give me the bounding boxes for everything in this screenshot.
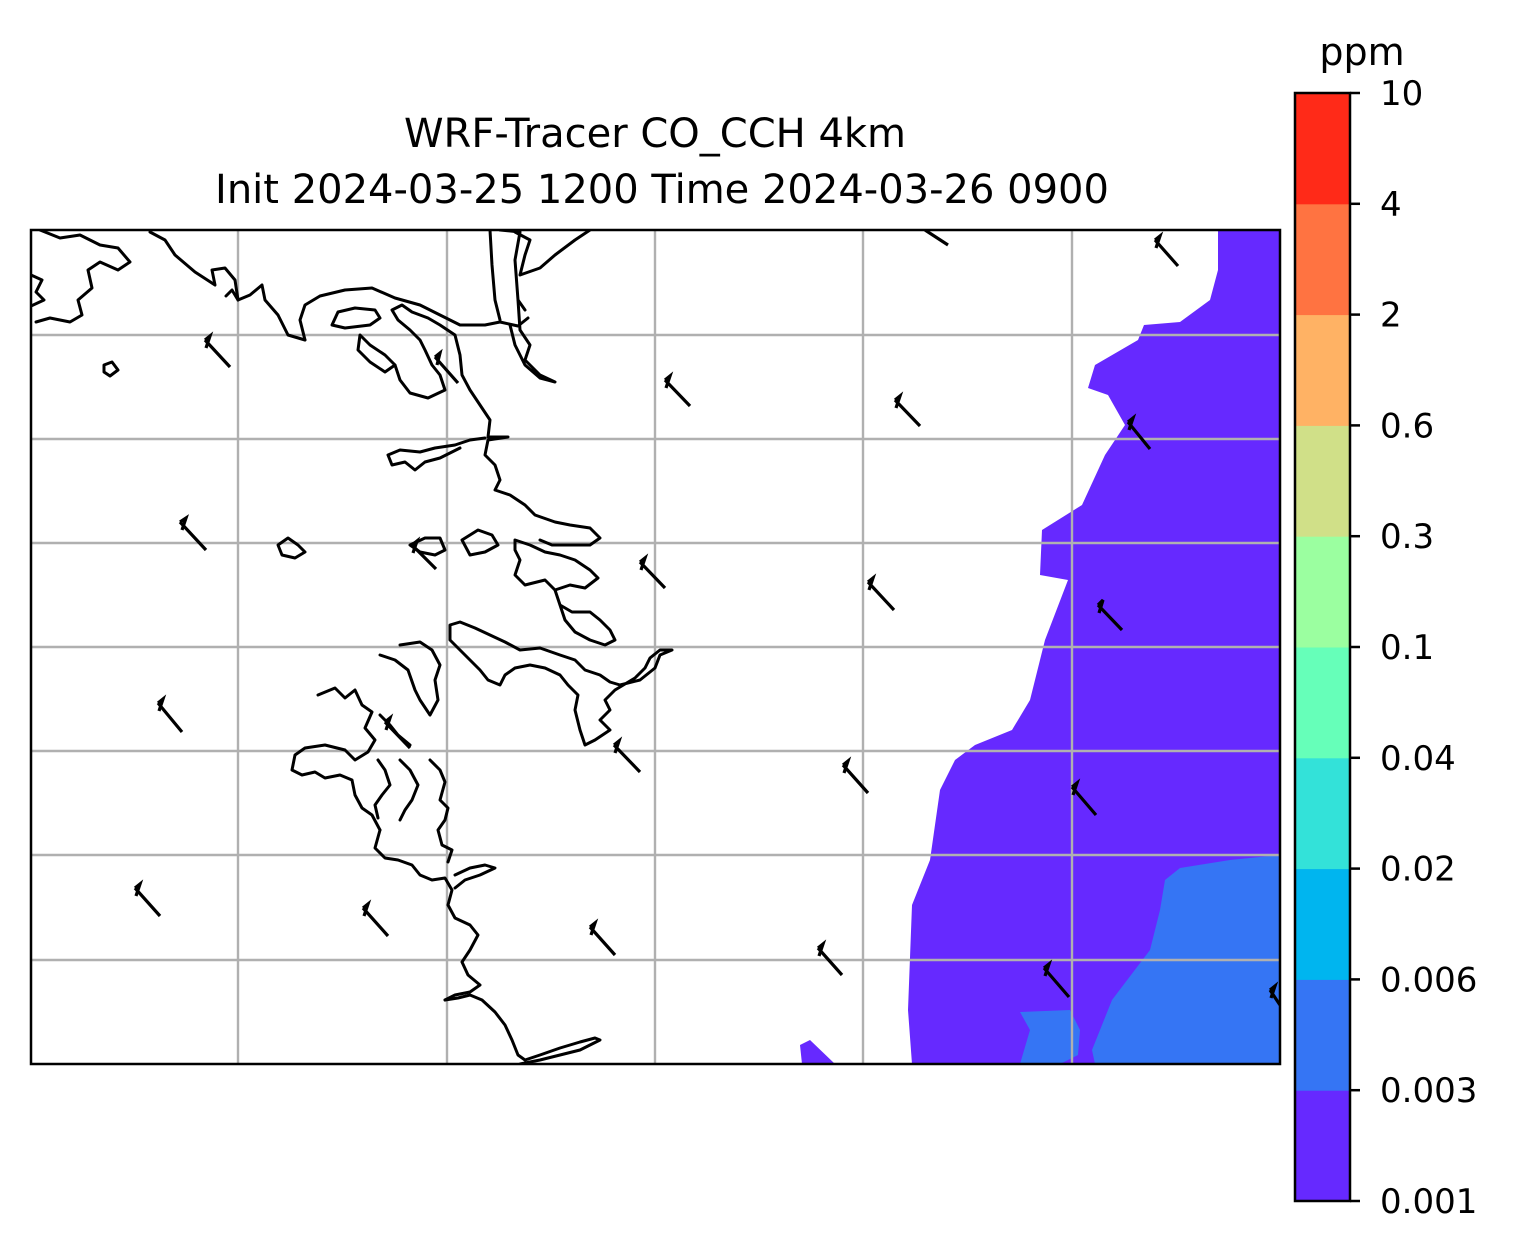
colorbar-band — [1295, 979, 1350, 1091]
wind-barb — [433, 348, 460, 385]
map-panel — [29, 228, 1282, 1066]
colorbar-band — [1295, 314, 1350, 426]
tracer-field-low-band-patch — [800, 1040, 835, 1064]
colorbar-band — [1295, 425, 1350, 537]
colorbar-tick-label: 0.1 — [1380, 628, 1434, 668]
wind-barb — [841, 756, 870, 795]
colorbar: ppm 0.001 0.003 0.006 0.02 0.04 0.1 0.3 0.6 2 4 10 — [1293, 30, 1477, 1222]
colorbar-tick-label: 0.6 — [1380, 406, 1434, 446]
wind-barb — [383, 713, 412, 750]
colorbar-tick-label: 4 — [1380, 185, 1402, 225]
colorbar-band — [1295, 868, 1350, 980]
title-line-2: Init 2024-03-25 1200 Time 2024-03-26 090… — [215, 167, 1109, 213]
colorbar-band — [1295, 647, 1350, 759]
colorbar-tick-label: 0.006 — [1380, 960, 1477, 1000]
title-line-1: WRF-Tracer CO_CCH 4km — [404, 111, 906, 157]
colorbar-tick-label: 0.3 — [1380, 517, 1434, 557]
colorbar-tick-label: 10 — [1380, 74, 1423, 114]
wind-barb — [816, 939, 844, 977]
wind-barb — [1070, 778, 1098, 817]
wind-barb — [156, 694, 184, 734]
wind-barb — [893, 391, 922, 428]
wind-barb — [410, 536, 438, 571]
wind-barb — [178, 514, 208, 552]
colorbar-band — [1295, 536, 1350, 648]
colorbar-tick-label: 0.001 — [1380, 1182, 1477, 1222]
colorbar-band — [1295, 757, 1350, 870]
colorbar-tick-label: 2 — [1380, 296, 1402, 336]
wind-barb — [1096, 598, 1124, 632]
tracer-field-second-band-patch — [1020, 1010, 1080, 1064]
wind-barbs — [133, 230, 1280, 1006]
wind-barb — [924, 230, 949, 247]
map-frame — [29, 228, 1282, 1066]
wind-barb — [612, 736, 642, 774]
wind-barb — [663, 371, 692, 408]
wind-barb — [588, 918, 617, 957]
wind-barb — [1126, 413, 1152, 451]
colorbar-tick-label: 0.003 — [1380, 1071, 1477, 1111]
coastlines — [31, 230, 674, 1064]
wind-barb — [1153, 231, 1180, 268]
colorbar-band — [1295, 1090, 1350, 1202]
wind-barb — [866, 573, 896, 612]
wind-barb — [361, 899, 390, 938]
colorbar-band — [1295, 93, 1350, 205]
colorbar-unit-label: ppm — [1319, 30, 1404, 74]
wind-barb — [1268, 981, 1280, 1006]
colorbar-tick-label: 0.02 — [1380, 850, 1456, 890]
wind-barb — [1042, 959, 1071, 999]
colorbar-tick-label: 0.04 — [1380, 739, 1456, 779]
wind-barb — [638, 553, 667, 590]
colorbar-band — [1295, 203, 1350, 316]
wind-barb — [133, 879, 162, 918]
wind-barb — [203, 331, 232, 369]
